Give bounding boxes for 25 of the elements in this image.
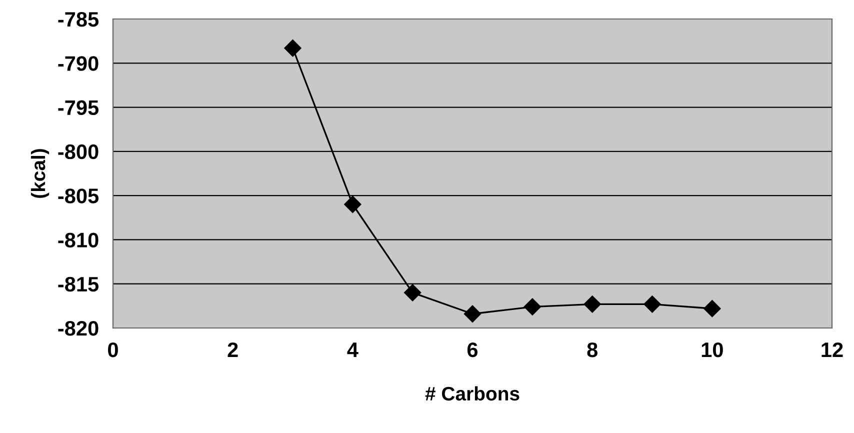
point <box>584 296 601 313</box>
x-tick-label: 12 <box>822 342 843 357</box>
point <box>524 298 541 316</box>
point <box>344 196 362 213</box>
point <box>404 284 422 302</box>
x-tick-label: 2 <box>228 342 238 357</box>
point <box>284 40 302 57</box>
y-tick-label: -795 <box>58 100 99 116</box>
y-tick-label: -800 <box>58 144 98 160</box>
y-tick-label: -805 <box>58 188 99 204</box>
y-tick-label: -815 <box>58 276 99 292</box>
x-tick-label: 4 <box>347 342 358 357</box>
y-tick-label: -785 <box>58 12 99 27</box>
y-axis-title: (kcal) <box>30 149 50 198</box>
x-axis-title: # Carbons <box>425 386 520 401</box>
x-tick-label: 0 <box>108 342 118 358</box>
y-tick-label: -790 <box>58 56 98 71</box>
x-tick-label: 10 <box>702 342 723 358</box>
point <box>464 305 482 322</box>
y-tick-label: -820 <box>58 321 98 336</box>
x-tick-label: 8 <box>587 342 598 358</box>
x-tick-label: 6 <box>467 342 478 358</box>
point <box>644 296 661 313</box>
y-tick-label: -810 <box>58 232 98 248</box>
point <box>704 300 721 318</box>
